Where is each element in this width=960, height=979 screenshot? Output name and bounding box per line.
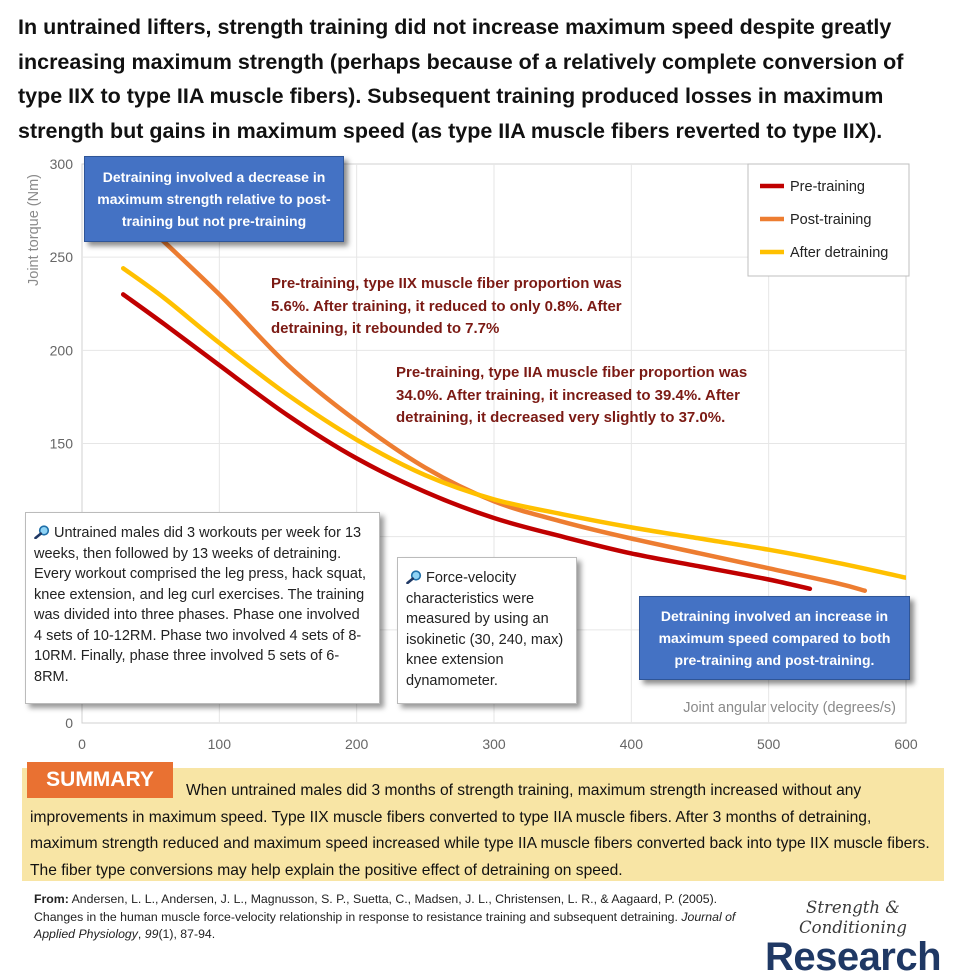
y-tick-label: 0 [65,715,73,731]
logo-line2: Research [764,935,942,979]
series-line-post-training [148,226,868,593]
measurement-note: Force-velocity characteristics were meas… [397,557,577,704]
x-tick-label: 600 [894,736,918,752]
x-tick-label: 300 [482,736,506,752]
y-tick-label: 300 [50,156,74,172]
summary-text: When untrained males did 3 months of str… [30,782,930,879]
y-tick-label: 150 [50,436,74,452]
x-tick-label: 500 [757,736,781,752]
x-axis-label: Joint angular velocity (degrees/s) [683,700,896,716]
headline: In untrained lifters, strength training … [18,15,904,143]
legend-label: After detraining [790,245,888,261]
summary-tag: SUMMARY [27,762,173,798]
callout-detraining-speed: Detraining involved an increase in maxim… [639,596,910,680]
summary-box: When untrained males did 3 months of str… [22,768,944,881]
logo-line1: Strength & Conditioning [799,898,907,937]
series-line-after-detraining [120,266,906,580]
reference-authors: Andersen, L. L., Andersen, J. L., Magnus… [34,892,718,924]
reference-pages: (1), 87-94. [158,927,216,941]
protocol-note: Untrained males did 3 workouts per week … [25,512,380,704]
logo: Strength & Conditioning Research [758,898,948,979]
magnifier-icon [34,525,50,539]
series-line-pre-training [120,292,813,592]
x-tick-labels: 0 100 200 300 400 500 600 [78,736,918,752]
reference-volume: 99 [144,927,159,941]
reference-journal: Journal of Applied Physiology [34,909,736,942]
reference-from-label: From: [34,892,69,906]
x-tick-label: 0 [78,736,86,752]
legend-label: Post-training [790,212,871,228]
y-tick-label: 250 [50,249,74,265]
callout-detraining-strength: Detraining involved a decrease in maximu… [84,156,344,242]
measurement-text: Force-velocity characteristics were meas… [406,570,564,689]
x-tick-label: 400 [620,736,644,752]
reference: From: Andersen, L. L., Andersen, J. L., … [34,892,736,942]
x-tick-label: 100 [208,736,232,752]
y-axis-label: Joint torque (Nm) [26,174,42,286]
x-tick-label: 200 [345,736,369,752]
protocol-text: Untrained males did 3 workouts per week … [34,525,367,685]
magnifier-icon [406,570,422,584]
annotation-type-iix: Pre-training, type IIX muscle fiber prop… [271,275,622,337]
annotation-type-iia: Pre-training, type IIA muscle fiber prop… [396,364,748,426]
legend-label: Pre-training [790,179,865,195]
series-lines [120,226,906,593]
legend: Pre-training Post-training After detrainin… [747,163,910,277]
y-tick-label: 200 [50,342,74,358]
